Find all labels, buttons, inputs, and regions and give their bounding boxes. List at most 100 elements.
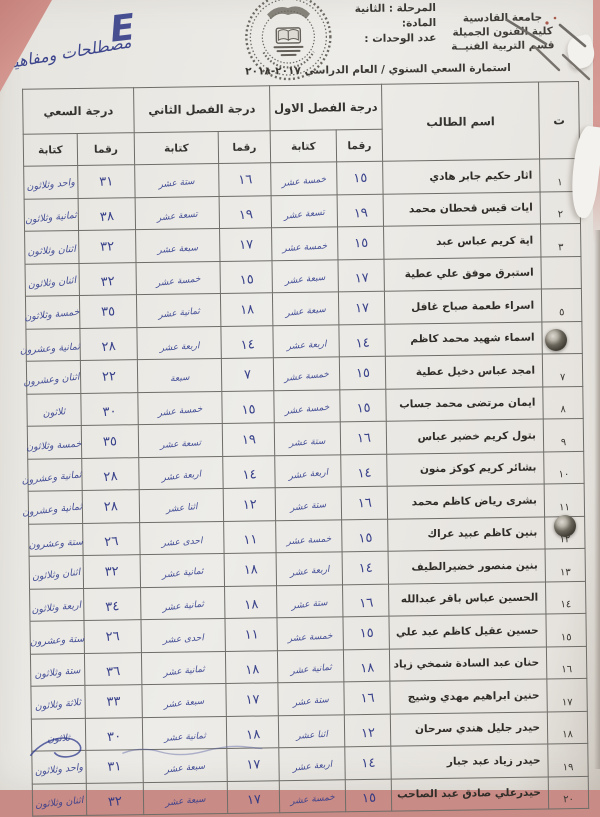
total-numeric-cell: ٣٥ — [79, 294, 137, 328]
sem2-numeric-cell: ١٨ — [226, 715, 279, 749]
total-numeric-cell: ٣٢ — [83, 554, 141, 588]
sem1-written-cell: خمسة عشر — [271, 226, 338, 261]
sem1-written-cell: اربعة عشر — [272, 324, 340, 358]
handwritten-grade-words: اربعة عشر — [286, 339, 327, 352]
total-numeric-cell: ٢٨ — [79, 327, 138, 361]
sem2-numeric-cell: ١٢ — [223, 487, 276, 521]
student-name-cell: بشرى رياض كاظم محمد — [387, 483, 545, 519]
total-numeric-cell: ٣٥ — [81, 424, 139, 458]
sem2-written-cell: خمسة عشر — [137, 390, 223, 425]
handwritten-grade: ١٥ — [352, 170, 368, 187]
total-written-cell: اثنان وثلاثون — [24, 230, 79, 264]
student-name-cell: حيدر زياد عبد جبار — [390, 743, 549, 779]
header-sem2-numeric: رقما — [218, 130, 271, 164]
handwritten-grade: ١٤ — [354, 335, 370, 352]
student-name-cell: ايمان مرتضى محمد جساب — [385, 386, 544, 422]
handwritten-grade-words: تسعة عشر — [283, 207, 326, 222]
sem2-numeric-cell: ١٨ — [225, 650, 278, 684]
total-numeric-cell: ٣٣ — [84, 684, 143, 718]
sem1-written-cell: اربعة عشر — [278, 746, 346, 781]
sem2-written-cell: سبعة عشر — [143, 780, 228, 815]
student-name-cell: حنين ابراهيم مهدي وشيج — [389, 678, 548, 714]
sem1-numeric-cell: ١٥ — [339, 356, 386, 390]
serial-cell: ٢٠ — [548, 775, 589, 809]
handwritten-grade-words: سبعة — [169, 372, 190, 385]
handwritten-grade: ٧ — [243, 367, 252, 384]
sem2-written-cell: ثمانية عشر — [141, 650, 226, 685]
handwritten-grade-words: اثنان وثلاثون — [34, 794, 85, 811]
handwritten-grade: ١٥ — [358, 625, 374, 642]
handwritten-grade-words: احدى عشر — [162, 633, 205, 647]
sem1-written-cell: ستة عشر — [277, 681, 345, 716]
header-total-written: كتابة — [23, 133, 78, 167]
sem2-written-cell: سبعة عشر — [142, 748, 228, 783]
student-name-cell: بتول كريم خضير عباس — [386, 419, 544, 454]
student-name-cell: اسراء طعمة صباح غافل — [384, 289, 542, 324]
sem1-numeric-cell: ١٥ — [341, 518, 389, 552]
sem1-numeric-cell: ١٥ — [339, 388, 387, 422]
total-written-cell: ستة وعشرون — [29, 620, 85, 654]
handwritten-grade-words: خمسة عشر — [281, 174, 327, 190]
sem2-numeric-cell: ٧ — [221, 357, 274, 391]
sem1-written-cell: خمسة عشر — [279, 779, 346, 813]
serial-cell: ١٨ — [547, 710, 588, 744]
handwritten-grade-words: ثمانية وعشرون — [21, 501, 83, 519]
handwritten-grade-words: ستة عشر — [292, 695, 330, 709]
handwritten-grade-words: واحد وثلاثون — [34, 762, 84, 778]
handwritten-grade-words: ثمانية عشر — [157, 306, 200, 321]
handwritten-grade-words: ثمانية عشر — [161, 566, 204, 581]
handwritten-grade-words: ثمانية وثلاثون — [24, 209, 78, 226]
institution-header: جامعة القادسية كلية الفنون الجميلة قسم ا… — [451, 10, 555, 53]
handwritten-grade-words: اربعة عشر — [160, 469, 202, 484]
sem1-numeric-cell: ١٦ — [340, 421, 387, 455]
sem2-written-cell: سبعة — [137, 358, 222, 393]
sem1-numeric-cell: ١٤ — [344, 746, 392, 780]
handwritten-grade-words: خمسة وثلاثون — [23, 306, 80, 324]
student-name-cell: امجد عباس دخيل عطية — [385, 354, 543, 389]
handwritten-grade: ٢٨ — [102, 468, 119, 485]
handwritten-grade: ١٦ — [358, 595, 374, 612]
header-sem1-numeric: رقما — [336, 129, 383, 162]
sem2-numeric-cell: ١٥ — [219, 260, 273, 294]
student-name-cell: بنين منصور خضيرالطيف — [388, 548, 546, 584]
sem2-numeric-cell: ١٨ — [224, 585, 277, 619]
grades-table: ت اسم الطالب درجة الفصل الاول درجة الفصل… — [19, 81, 589, 817]
handwritten-grade-words: ستة عشر — [158, 177, 196, 191]
serial-cell: ٣ — [540, 223, 581, 257]
serial-cell: ١٠ — [543, 450, 585, 484]
handwritten-grade: ١٨ — [359, 660, 375, 677]
handwritten-grade: ٣٥ — [102, 434, 118, 451]
sem1-written-cell: تسعة عشر — [271, 194, 338, 228]
sem2-numeric-cell: ١٧ — [226, 747, 280, 781]
sem2-numeric-cell: ١٩ — [222, 422, 275, 456]
sem2-written-cell: ثمانية عشر — [140, 585, 225, 620]
handwritten-grade-words: ثلاثة وثلاثون — [34, 697, 82, 713]
sem2-numeric-cell: ١٤ — [222, 455, 276, 489]
background-surface-edge — [593, 0, 600, 245]
handwritten-grade-words: ستة عشر — [291, 597, 329, 612]
handwritten-grade-words: ثلاثون — [42, 405, 66, 420]
sem2-written-cell: ستة عشر — [134, 163, 220, 198]
handwritten-grade: ١٤ — [357, 560, 373, 577]
handwritten-grade-words: اثنان وثلاثون — [31, 567, 82, 583]
serial-cell: ٩ — [543, 418, 584, 452]
total-written-cell: ثلاثون — [31, 717, 86, 752]
sem1-written-cell: خمسة عشر — [275, 519, 343, 553]
handwritten-grade-words: سبعة عشر — [284, 272, 326, 287]
handwritten-grade: ٣١ — [98, 174, 114, 191]
stage-line: المرحلة : الثانية — [354, 1, 437, 16]
handwritten-grade: ١٥ — [240, 401, 256, 418]
sem2-written-cell: تسعة عشر — [138, 423, 223, 458]
handwritten-grade-words: سبعة عشر — [164, 794, 207, 809]
sem1-numeric-cell: ١٧ — [338, 291, 385, 325]
handwritten-grade-words: احدى عشر — [161, 535, 203, 549]
handwritten-grade: ١٦ — [359, 690, 375, 707]
handwritten-grade-words: ستة عشر — [289, 500, 327, 514]
paper-edge-shadow — [594, 230, 600, 769]
handwritten-grade-words: اثنا عشر — [295, 729, 328, 742]
handwritten-grade: ١٧ — [245, 791, 262, 808]
sem1-written-cell: ستة عشر — [275, 486, 342, 521]
handwritten-grade-words: ثمانية عشر — [162, 664, 205, 679]
sem1-numeric-cell: ١٥ — [336, 161, 384, 195]
